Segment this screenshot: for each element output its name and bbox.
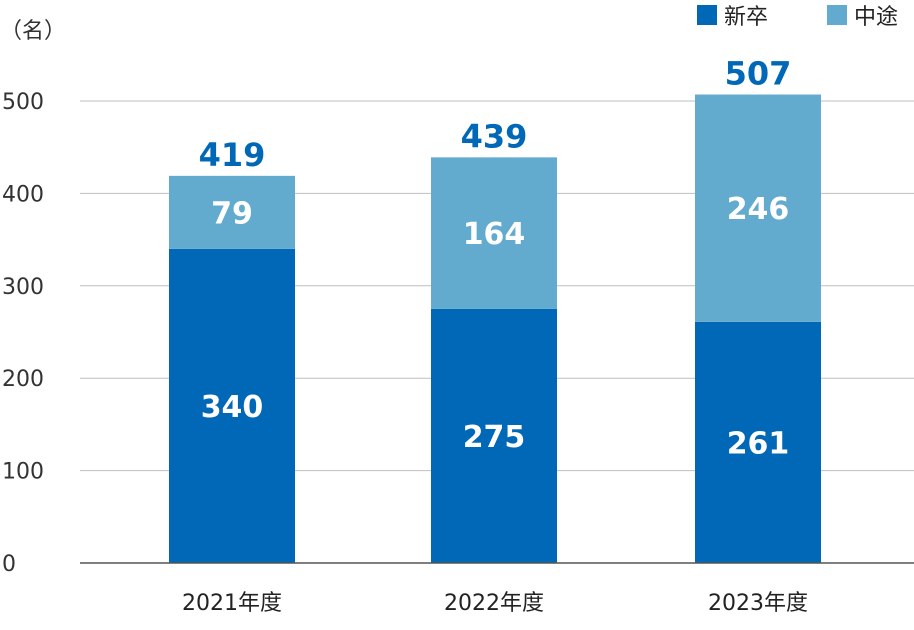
legend-label-1: 中途	[854, 5, 898, 30]
data-label-新卒-1: 275	[463, 420, 526, 455]
bar-segment-中途-2	[695, 94, 821, 322]
legend-swatch-0	[697, 5, 717, 25]
x-tick-label-0: 2021年度	[182, 591, 282, 616]
y-tick-label-300: 300	[2, 275, 44, 300]
labels: 340 79 419 275 164 439 261 246 507	[199, 55, 792, 462]
y-tick-label-0: 0	[2, 552, 16, 577]
y-tick-label-500: 500	[2, 90, 44, 115]
bar-segment-中途-1	[431, 157, 557, 309]
legend-swatch-1	[827, 5, 847, 25]
data-label-新卒-2: 261	[727, 426, 790, 461]
data-label-中途-0: 79	[211, 196, 253, 231]
y-unit-label: （名）	[0, 19, 66, 44]
bar-segment-中途-0	[169, 175, 295, 249]
bar-segment-新卒-2	[695, 321, 821, 563]
total-label-2: 507	[725, 55, 792, 93]
legend: 新卒 中途	[697, 5, 898, 30]
y-tick-label-400: 400	[2, 182, 44, 207]
y-tick-label-200: 200	[2, 367, 44, 392]
total-label-1: 439	[461, 117, 528, 155]
x-tick-label-1: 2022年度	[444, 591, 544, 616]
axes: 0 100 200 300 400 500 （名） 2021年度 2022年度 2023年度	[0, 19, 914, 616]
data-label-新卒-0: 340	[201, 390, 264, 425]
total-label-0: 419	[199, 136, 266, 174]
x-tick-label-2: 2023年度	[708, 591, 808, 616]
bars	[169, 94, 821, 563]
legend-label-0: 新卒	[724, 5, 768, 30]
bar-segment-新卒-1	[431, 308, 557, 563]
y-tick-label-100: 100	[2, 460, 44, 485]
bar-segment-新卒-0	[169, 248, 295, 563]
data-label-中途-1: 164	[463, 217, 526, 252]
data-label-中途-2: 246	[727, 192, 790, 227]
